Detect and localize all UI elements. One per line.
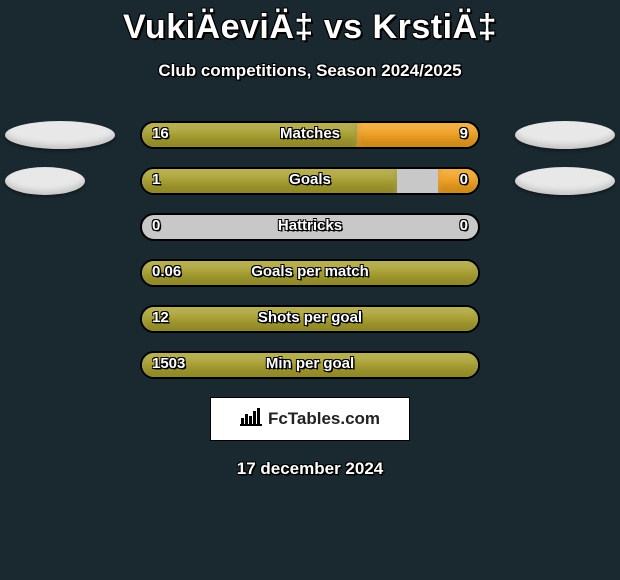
metric-label: Matches <box>140 121 480 149</box>
chart-icon <box>240 408 262 431</box>
metric-label: Min per goal <box>140 351 480 379</box>
stat-row: 16Matches9 <box>0 121 620 149</box>
metric-label: Goals per match <box>140 259 480 287</box>
comparison-chart: 16Matches91Goals00Hattricks00.06Goals pe… <box>0 121 620 379</box>
stat-row: 1503Min per goal <box>0 351 620 379</box>
value-right: 0 <box>460 167 468 195</box>
player-1-marker <box>5 167 85 195</box>
value-right: 0 <box>460 213 468 241</box>
stat-row: 0.06Goals per match <box>0 259 620 287</box>
player-2-marker <box>515 121 615 149</box>
page-title: VukiÄeviÄ‡ vs KrstiÄ‡ <box>0 0 620 47</box>
stat-row: 12Shots per goal <box>0 305 620 333</box>
metric-label: Shots per goal <box>140 305 480 333</box>
stat-row: 1Goals0 <box>0 167 620 195</box>
player-1-marker <box>5 121 115 149</box>
brand-badge: FcTables.com <box>210 397 410 441</box>
metric-label: Goals <box>140 167 480 195</box>
date-label: 17 december 2024 <box>0 459 620 479</box>
stat-row: 0Hattricks0 <box>0 213 620 241</box>
brand-text: FcTables.com <box>268 409 380 429</box>
metric-label: Hattricks <box>140 213 480 241</box>
subtitle: Club competitions, Season 2024/2025 <box>0 61 620 81</box>
value-right: 9 <box>460 121 468 149</box>
player-2-marker <box>515 167 615 195</box>
